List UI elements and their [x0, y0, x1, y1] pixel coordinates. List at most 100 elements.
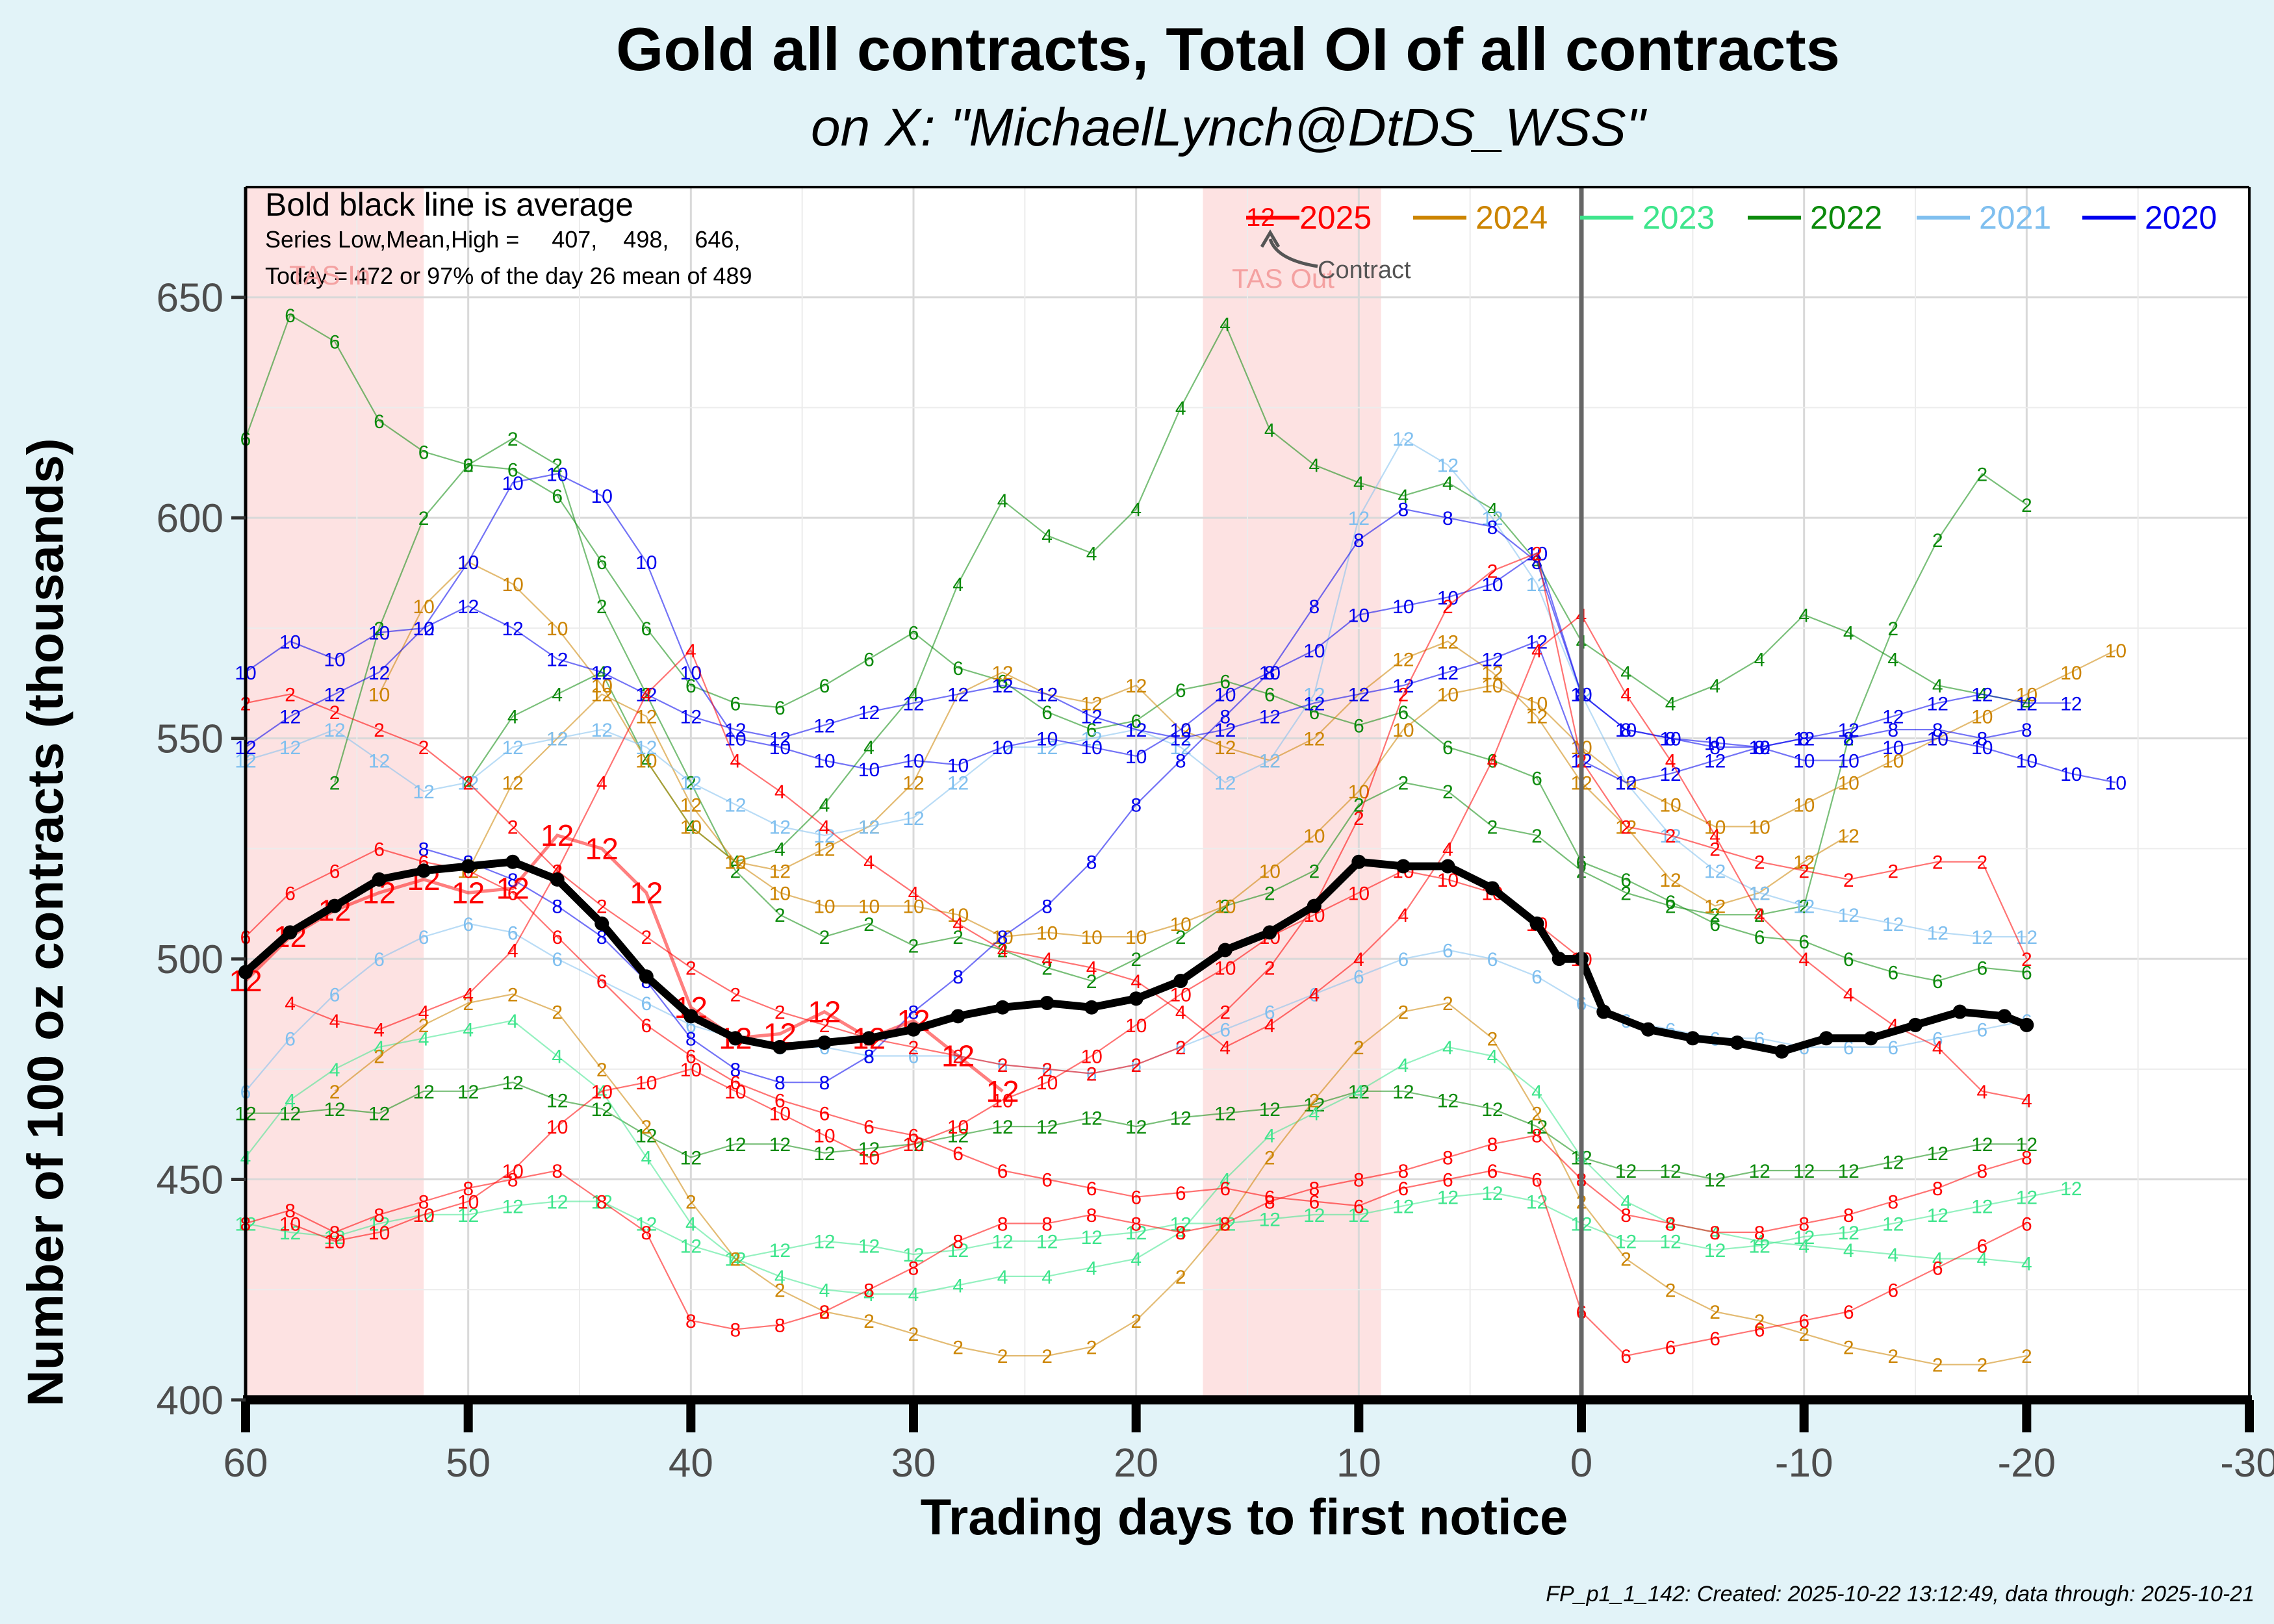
- series-point-label: 12: [1125, 720, 1147, 741]
- series-point-label: 4: [1709, 1223, 1720, 1244]
- series-point-label: 10: [1793, 751, 1815, 772]
- series-point-label: 2: [285, 685, 296, 706]
- series-point-label: 6: [1487, 949, 1498, 971]
- series-point-label: 10: [413, 1205, 434, 1226]
- series-point-label: 10: [2060, 764, 2082, 785]
- series-point-label: 10: [813, 1126, 835, 1147]
- series-point-label: 2: [1887, 1346, 1898, 1367]
- series-point-label: 6: [1754, 927, 1765, 948]
- series-point-label: 2: [1086, 971, 1097, 993]
- series-point-label: 6: [1887, 1037, 1898, 1059]
- series-point-label: 12: [724, 720, 746, 741]
- series-point-label: 4: [1754, 905, 1765, 926]
- series-point-label: 10: [991, 1090, 1013, 1111]
- series-point-label: 12: [1259, 751, 1281, 772]
- annotation-average-note: Bold black line is average: [265, 186, 633, 223]
- series-point-label: 4: [1887, 649, 1898, 670]
- series-point-label: 12: [324, 1099, 345, 1121]
- average-point: [1819, 1031, 1833, 1046]
- series-point-label: 6: [1041, 702, 1053, 724]
- series-point-label: 2: [329, 1082, 340, 1103]
- series-point-label: 4: [1754, 649, 1765, 670]
- series-point-label: 2: [1487, 1028, 1498, 1050]
- series-point-label: 10: [279, 631, 301, 653]
- series-point-label: 4: [1932, 676, 1943, 697]
- series-point-label: 6: [285, 883, 296, 904]
- series-point-label: 6: [463, 914, 474, 935]
- series-point-label: 10: [635, 751, 657, 772]
- series-point-label: 6: [774, 1090, 786, 1111]
- series-point-label: 2: [1175, 927, 1186, 948]
- series-line-11: [245, 473, 2116, 783]
- series-point-label: 12: [368, 1104, 390, 1125]
- series-point-label: 4: [863, 1284, 875, 1306]
- series-point-label: 8: [1086, 1205, 1097, 1226]
- series-point-label: 2: [2021, 1346, 2032, 1367]
- series-point-label: 6: [1309, 702, 1320, 724]
- series-point-label: 2: [641, 927, 652, 948]
- series-point-label: 10: [769, 883, 791, 904]
- legend-swatch-2022: [1748, 216, 1801, 220]
- series-point-label: 2: [1353, 808, 1364, 830]
- average-point: [1863, 1031, 1878, 1046]
- series-point-label: 10: [724, 729, 746, 750]
- series-point-label: 10: [1838, 751, 1859, 772]
- series-point-label: 2: [730, 1249, 741, 1271]
- series-point-label: 6: [1175, 1037, 1186, 1059]
- series-point-label: 12: [1838, 905, 1859, 926]
- series-point-label: 8: [1798, 1213, 1809, 1235]
- series-point-label: 12: [1080, 707, 1102, 728]
- series-point-label: 6: [641, 993, 652, 1015]
- y-tick-label: 650: [157, 276, 224, 321]
- series-point-label: 10: [813, 896, 835, 918]
- average-point: [1396, 859, 1411, 874]
- series-point-label: 6: [1665, 1338, 1676, 1359]
- series-point-label: 8: [1175, 751, 1186, 772]
- average-point: [1440, 859, 1455, 874]
- series-point-label: 8: [1798, 729, 1809, 750]
- series-point-label: 10: [1838, 773, 1859, 794]
- series-point-label: 12: [813, 1232, 835, 1253]
- series-point-label: 4: [552, 685, 563, 706]
- series-point-label: 10: [813, 751, 835, 772]
- series-point-label: 2: [552, 1002, 563, 1024]
- average-point: [1485, 881, 1500, 896]
- series-point-label: 6: [1131, 711, 1142, 732]
- series-point-label: 4: [1264, 420, 1275, 441]
- series-point-label: 4: [1531, 641, 1542, 662]
- series-point-label: 10: [1214, 958, 1236, 980]
- series-point-label: 10: [769, 737, 791, 759]
- series-point-label: 12: [546, 1191, 568, 1213]
- series-point-label: 12: [502, 773, 524, 794]
- series-point-label: 12: [1125, 1223, 1147, 1244]
- series-point-label: 10: [324, 1232, 345, 1253]
- series-point-label: 2: [1398, 1002, 1409, 1024]
- series-point-label: 8: [2021, 720, 2032, 741]
- series-point-label: 12: [1704, 751, 1726, 772]
- series-point-label: 8: [1131, 794, 1142, 816]
- legend-contract-number: 12: [1246, 203, 1275, 232]
- series-point-label: 12: [902, 693, 924, 715]
- series-point-label: 10: [724, 1082, 746, 1103]
- average-point: [1129, 991, 1143, 1006]
- series-point-label: 2: [1220, 1002, 1231, 1024]
- series-point-label: 6: [1220, 1020, 1231, 1041]
- average-point: [1218, 943, 1233, 958]
- series-point-label: 6: [1220, 671, 1231, 692]
- series-point-label: 6: [552, 927, 563, 948]
- contract-arrow-head: [1260, 229, 1281, 248]
- series-point-label: 12: [1927, 1143, 1948, 1165]
- chart-subtitle: on X: "MichaelLynch@DtDS_WSS": [811, 98, 1645, 157]
- series-point-label: 8: [1041, 1213, 1053, 1235]
- series-point-label: 4: [685, 641, 696, 662]
- series-point-label: 10: [680, 817, 702, 838]
- series-point-label: 2: [463, 993, 474, 1015]
- series-point-label: 12: [1615, 773, 1637, 794]
- series-point-label: 10: [1927, 729, 1948, 750]
- series-point-label: 12: [546, 649, 568, 670]
- series-point-label: 12: [1704, 896, 1726, 918]
- series-point-label: 6: [1932, 971, 1943, 993]
- series-point-label: 6: [1353, 967, 1364, 988]
- series-point-label: 4: [1976, 1249, 1987, 1271]
- tick-labels: 60 50 40 30 20 10 0 -10 -20 -30 400 450 500 550 600 650: [157, 276, 2274, 1486]
